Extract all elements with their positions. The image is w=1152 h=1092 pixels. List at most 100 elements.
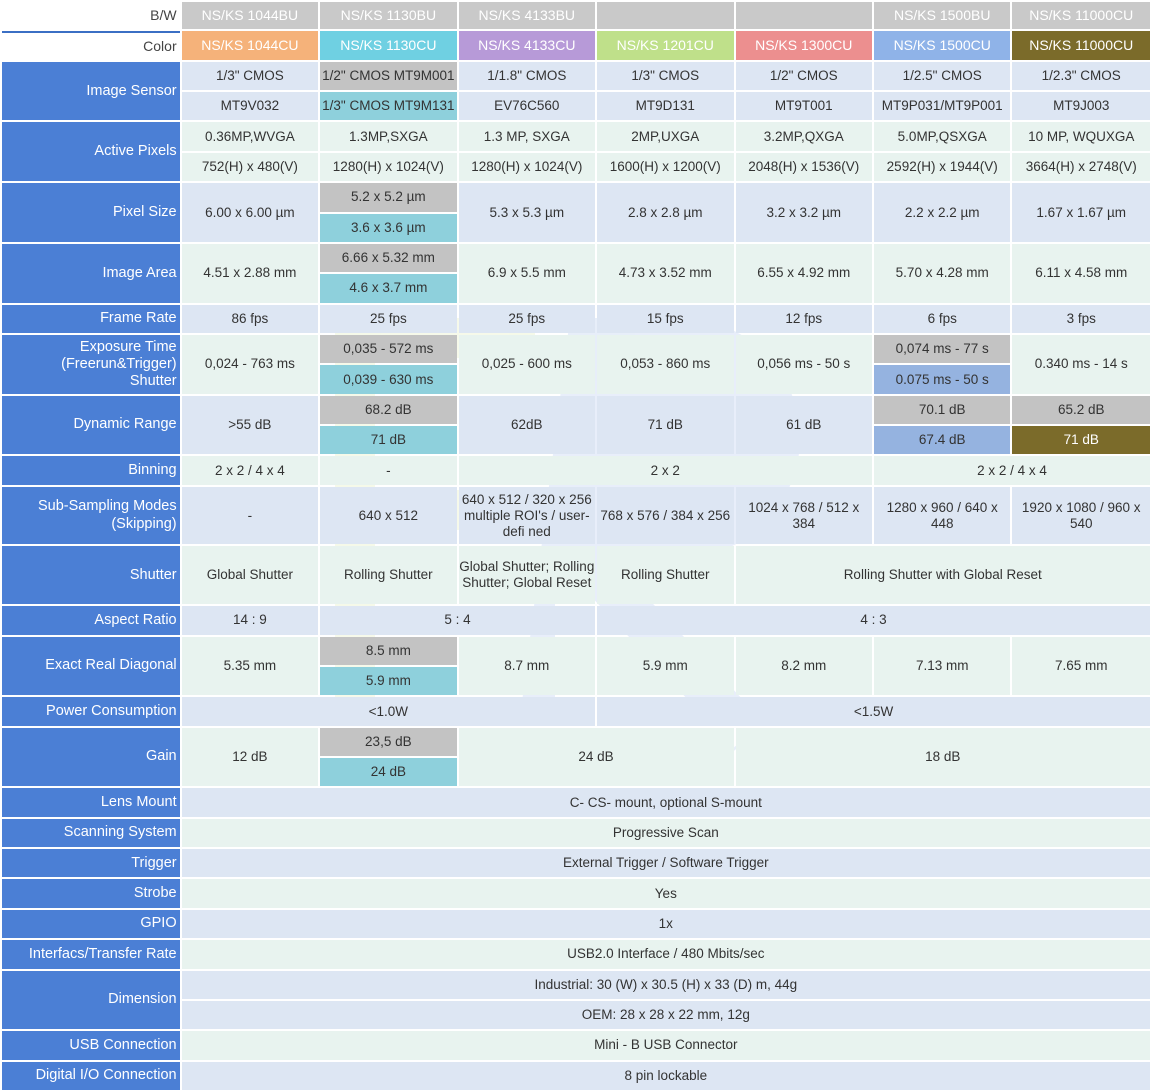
cell: 86 fps xyxy=(181,304,319,333)
cell: 4 : 3 xyxy=(597,606,1150,635)
cell: 3.2 x 3.2 µm xyxy=(735,183,872,242)
cell: Rolling Shutter with Global Reset xyxy=(735,546,1150,605)
row-label-gpio: GPIO xyxy=(2,909,180,939)
color-label: Color xyxy=(2,31,180,60)
cell: Global Shutter xyxy=(181,546,319,605)
cell: 62dB xyxy=(458,395,596,455)
cell-color: 0.075 ms - 50 s xyxy=(873,365,1011,394)
cell: 24 dB xyxy=(458,727,734,787)
label-line: (Skipping) xyxy=(111,515,177,532)
cell: 18 dB xyxy=(735,727,1150,787)
cell: 6.00 x 6.00 µm xyxy=(181,183,319,242)
cell: External Trigger / Software Trigger xyxy=(181,849,1150,878)
cell: 1920 x 1080 / 960 x 540 xyxy=(1012,486,1150,545)
cell: 1/2.5" CMOS xyxy=(873,61,1011,91)
cell: 1/3" CMOS xyxy=(181,61,319,91)
bw-model: NS/KS 1130BU xyxy=(320,2,457,30)
row-label-strobe: Strobe xyxy=(2,879,180,908)
cell: 1024 x 768 / 512 x 384 xyxy=(735,486,872,545)
row-label-scanning: Scanning System xyxy=(2,818,180,848)
cell: 7.65 mm xyxy=(1012,636,1150,696)
row-label-aspect-ratio: Aspect Ratio xyxy=(2,606,180,635)
cell: Mini - B USB Connector xyxy=(181,1031,1150,1060)
cell: 640 x 512 xyxy=(320,486,457,545)
color-model: NS/KS 1201CU xyxy=(597,31,734,60)
cell: - xyxy=(181,486,319,545)
cell: 8 pin lockable xyxy=(181,1061,1150,1090)
label-line: Sub-Sampling Modes xyxy=(37,498,177,515)
row-label-dynamic-range: Dynamic Range xyxy=(2,395,180,455)
cell: 2 x 2 / 4 x 4 xyxy=(181,456,319,485)
row-label-dimension: Dimension xyxy=(2,970,180,1030)
row-label-shutter: Shutter xyxy=(2,546,180,605)
row-label-binning: Binning xyxy=(2,456,180,485)
cell: 71 dB xyxy=(597,395,734,455)
row-label-pixel-size: Pixel Size xyxy=(2,183,180,242)
cell: 12 dB xyxy=(181,727,319,787)
cell: 1/2" CMOS xyxy=(735,61,872,91)
cell: Yes xyxy=(181,879,1150,908)
cell: Industrial: 30 (W) x 30.5 (H) x 33 (D) m… xyxy=(181,970,1150,999)
cell: 0,025 - 600 ms xyxy=(458,334,596,394)
bw-label: B/W xyxy=(2,2,180,30)
cell-bw: 8.5 mm xyxy=(320,636,457,665)
cell: 8.2 mm xyxy=(735,636,872,696)
cell-bw: 68.2 dB xyxy=(320,395,457,425)
cell: 3664(H) x 2748(V) xyxy=(1012,152,1150,182)
cell: 1280 x 960 / 640 x 448 xyxy=(873,486,1011,545)
cell: 2 x 2 / 4 x 4 xyxy=(873,456,1150,485)
cell: >55 dB xyxy=(181,395,319,455)
cell: 10 MP, WQUXGA xyxy=(1012,122,1150,151)
cell: 1/2.3" CMOS xyxy=(1012,61,1150,91)
cell: 1600(H) x 1200(V) xyxy=(597,152,734,182)
cell: 5.35 mm xyxy=(181,636,319,696)
cell-color: 67.4 dB xyxy=(873,426,1011,455)
color-model: NS/KS 1300CU xyxy=(735,31,872,60)
bw-model: NS/KS 1044BU xyxy=(181,2,319,30)
color-model: NS/KS 11000CU xyxy=(1012,31,1150,60)
cell-bw: 70.1 dB xyxy=(873,395,1011,425)
cell: 8.7 mm xyxy=(458,636,596,696)
cell-color: 0,039 - 630 ms xyxy=(320,365,457,394)
cell: 6.9 x 5.5 mm xyxy=(458,243,596,303)
cell: 1/1.8" CMOS xyxy=(458,61,596,91)
row-label-gain: Gain xyxy=(2,727,180,787)
cell: 4.73 x 3.52 mm xyxy=(597,243,734,303)
cell-bw: 23,5 dB xyxy=(320,727,457,756)
row-label-usb: USB Connection xyxy=(2,1031,180,1060)
cell: 1.3 MP, SXGA xyxy=(458,122,596,151)
row-label-exposure: Exposure Time (Freerun&Trigger) Shutter xyxy=(2,334,180,394)
cell: C- CS- mount, optional S-mount xyxy=(181,788,1150,817)
bw-model xyxy=(735,2,872,30)
cell: 1x xyxy=(181,909,1150,939)
cell: MT9V032 xyxy=(181,92,319,121)
cell: 768 x 576 / 384 x 256 xyxy=(597,486,734,545)
cell: 1280(H) x 1024(V) xyxy=(320,152,457,182)
cell-color: 24 dB xyxy=(320,758,457,787)
cell-color: 5.9 mm xyxy=(320,666,457,696)
cell: Rolling Shutter xyxy=(597,546,734,605)
cell: 5.9 mm xyxy=(597,636,734,696)
cell: 5.3 x 5.3 µm xyxy=(458,183,596,242)
cell: - xyxy=(320,456,457,485)
cell: 61 dB xyxy=(735,395,872,455)
cell-color: 71 dB xyxy=(1012,426,1150,455)
cell-bw: 0,035 - 572 ms xyxy=(320,334,457,364)
cell-bw: 1/2" CMOS MT9M001 xyxy=(320,61,457,91)
row-label-power: Power Consumption xyxy=(2,697,180,726)
color-model: NS/KS 1130CU xyxy=(320,31,457,60)
cell: 752(H) x 480(V) xyxy=(181,152,319,182)
color-model: NS/KS 1500CU xyxy=(873,31,1011,60)
row-label-image-area: Image Area xyxy=(2,243,180,303)
cell: 5.0MP,QSXGA xyxy=(873,122,1011,151)
cell: 4.51 x 2.88 mm xyxy=(181,243,319,303)
cell-color: 1/3" CMOS MT9M131 xyxy=(320,92,457,121)
label-line: (Freerun&Trigger) xyxy=(61,355,177,372)
row-label-lens-mount: Lens Mount xyxy=(2,788,180,817)
cell: Rolling Shutter xyxy=(320,546,457,605)
row-label-frame-rate: Frame Rate xyxy=(2,304,180,333)
cell: Global Shutter; Rolling Shutter; Global … xyxy=(458,546,596,605)
cell: 2048(H) x 1536(V) xyxy=(735,152,872,182)
cell: 2.8 x 2.8 µm xyxy=(597,183,734,242)
cell: 3.2MP,QXGA xyxy=(735,122,872,151)
